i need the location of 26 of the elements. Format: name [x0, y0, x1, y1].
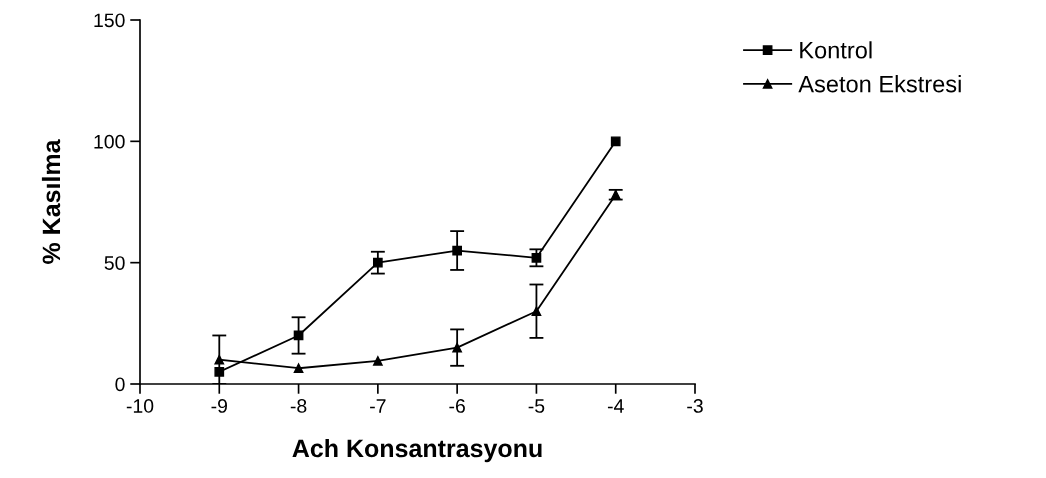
x-tick-label: -7	[370, 399, 386, 413]
y-axis-title: % Kasılma	[41, 139, 61, 264]
y-tick-label: 100	[94, 134, 125, 149]
y-tick-label: 50	[104, 256, 125, 270]
point	[452, 245, 463, 256]
point	[531, 306, 542, 317]
point	[452, 342, 463, 353]
point	[610, 136, 621, 147]
legend-label: Aseton Ekstresi	[798, 75, 961, 93]
y-tick-label: 0	[115, 377, 125, 392]
point	[372, 356, 383, 366]
x-tick-label: -5	[528, 399, 545, 413]
x-tick-label: -4	[607, 399, 624, 413]
point	[372, 257, 383, 268]
x-axis-title: Ach Konsantrasyonu	[292, 438, 542, 463]
point	[531, 252, 542, 263]
point	[214, 354, 225, 365]
point	[214, 367, 225, 377]
x-tick-label: -6	[449, 399, 465, 413]
x-tick-label: -3	[687, 399, 703, 413]
point	[293, 363, 304, 374]
x-tick-label: -9	[211, 399, 228, 413]
x-tick-label: -10	[126, 399, 154, 413]
x-tick-label: -8	[290, 399, 307, 413]
y-tick-label: 150	[94, 13, 125, 28]
legend-label: Kontrol	[800, 41, 872, 59]
